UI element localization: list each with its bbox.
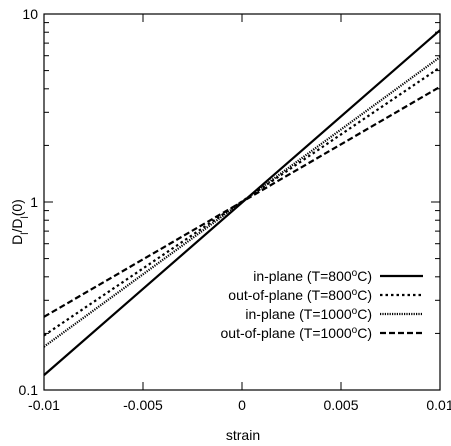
series-line-4 xyxy=(43,85,441,318)
legend-label-3: in-plane (T=1000oC) xyxy=(245,306,372,323)
legend-label-1: in-plane (T=800oC) xyxy=(253,268,372,285)
x-tick-label: -0.01 xyxy=(28,397,60,413)
x-tick-label: 0.01 xyxy=(426,397,451,413)
x-tick-label: -0.005 xyxy=(123,397,163,413)
x-axis-label: strain xyxy=(226,427,260,443)
y-axis-label: Dl/Dl(0) xyxy=(9,199,31,245)
legend-label-4: out-of-plane (T=1000oC) xyxy=(221,325,372,342)
legend-label-2: out-of-plane (T=800oC) xyxy=(228,287,372,304)
series-layer xyxy=(43,29,441,376)
y-tick-label: 10 xyxy=(22,6,38,22)
y-tick-label: 1 xyxy=(30,194,38,210)
y-tick-label: 0.1 xyxy=(19,382,39,398)
x-tick-label: 0.005 xyxy=(323,397,358,413)
ticks-layer: -0.01 -0.005 0 0.005 0.01 0.1 1 10 xyxy=(19,6,451,413)
legend: in-plane (T=800oC) out-of-plane (T=800oC)… xyxy=(221,268,423,342)
x-tick-label: 0 xyxy=(238,397,246,413)
